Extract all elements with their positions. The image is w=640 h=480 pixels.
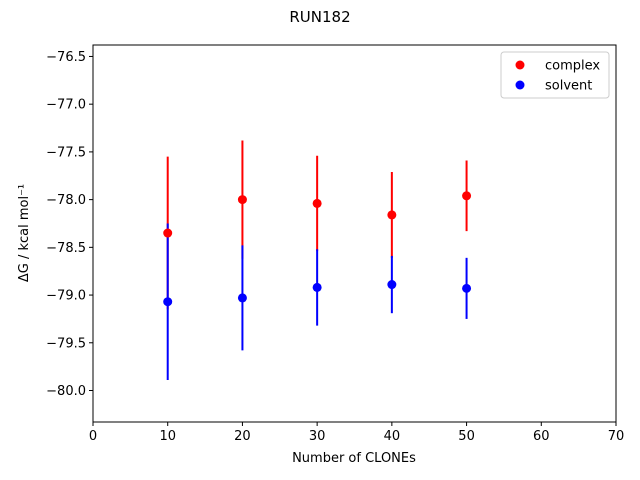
x-tick-label: 50 [458, 429, 475, 444]
legend-box [500, 51, 610, 99]
legend-label-complex: complex [545, 59, 600, 74]
y-tick-label: −76.5 [46, 50, 86, 65]
data-point-solvent [163, 297, 173, 307]
axes: 0 10 20 30 40 50 60 70 −80.0 −79.5 −79.0 −78.5 −78.0… [46, 44, 625, 444]
y-tick-label: −79.5 [46, 336, 86, 351]
x-tick-label: 60 [533, 429, 550, 444]
plot-area [163, 140, 472, 381]
x-tick-label: 20 [234, 429, 251, 444]
data-point-solvent [312, 282, 322, 292]
legend-marker-complex [515, 60, 525, 70]
plot-frame [92, 44, 617, 423]
y-tick-label: −77.0 [46, 98, 86, 113]
y-tick-label: −79.0 [46, 289, 86, 304]
y-axis-label: ΔG / kcal mol⁻¹ [17, 184, 32, 282]
data-point-solvent [462, 283, 472, 293]
x-tick-label: 0 [89, 429, 97, 444]
x-tick-label: 40 [384, 429, 401, 444]
data-point-complex [312, 198, 322, 208]
legend-marker-solvent [515, 80, 525, 90]
y-tick-label: −78.0 [46, 193, 86, 208]
x-tick-label: 30 [309, 429, 326, 444]
y-tick-label: −80.0 [46, 384, 86, 399]
legend: complex solvent [500, 51, 610, 99]
x-axis-label: Number of CLONEs [292, 451, 416, 466]
data-point-solvent [387, 280, 397, 290]
data-point-complex [163, 228, 173, 238]
data-point-complex [387, 210, 397, 220]
chart-title: RUN182 [289, 8, 350, 26]
legend-label-solvent: solvent [545, 79, 592, 94]
y-tick-label: −77.5 [46, 145, 86, 160]
data-point-complex [462, 191, 472, 201]
x-tick-label: 70 [608, 429, 625, 444]
y-tick-label: −78.5 [46, 241, 86, 256]
data-point-complex [237, 195, 247, 205]
x-tick-label: 10 [159, 429, 176, 444]
data-point-solvent [237, 293, 247, 303]
